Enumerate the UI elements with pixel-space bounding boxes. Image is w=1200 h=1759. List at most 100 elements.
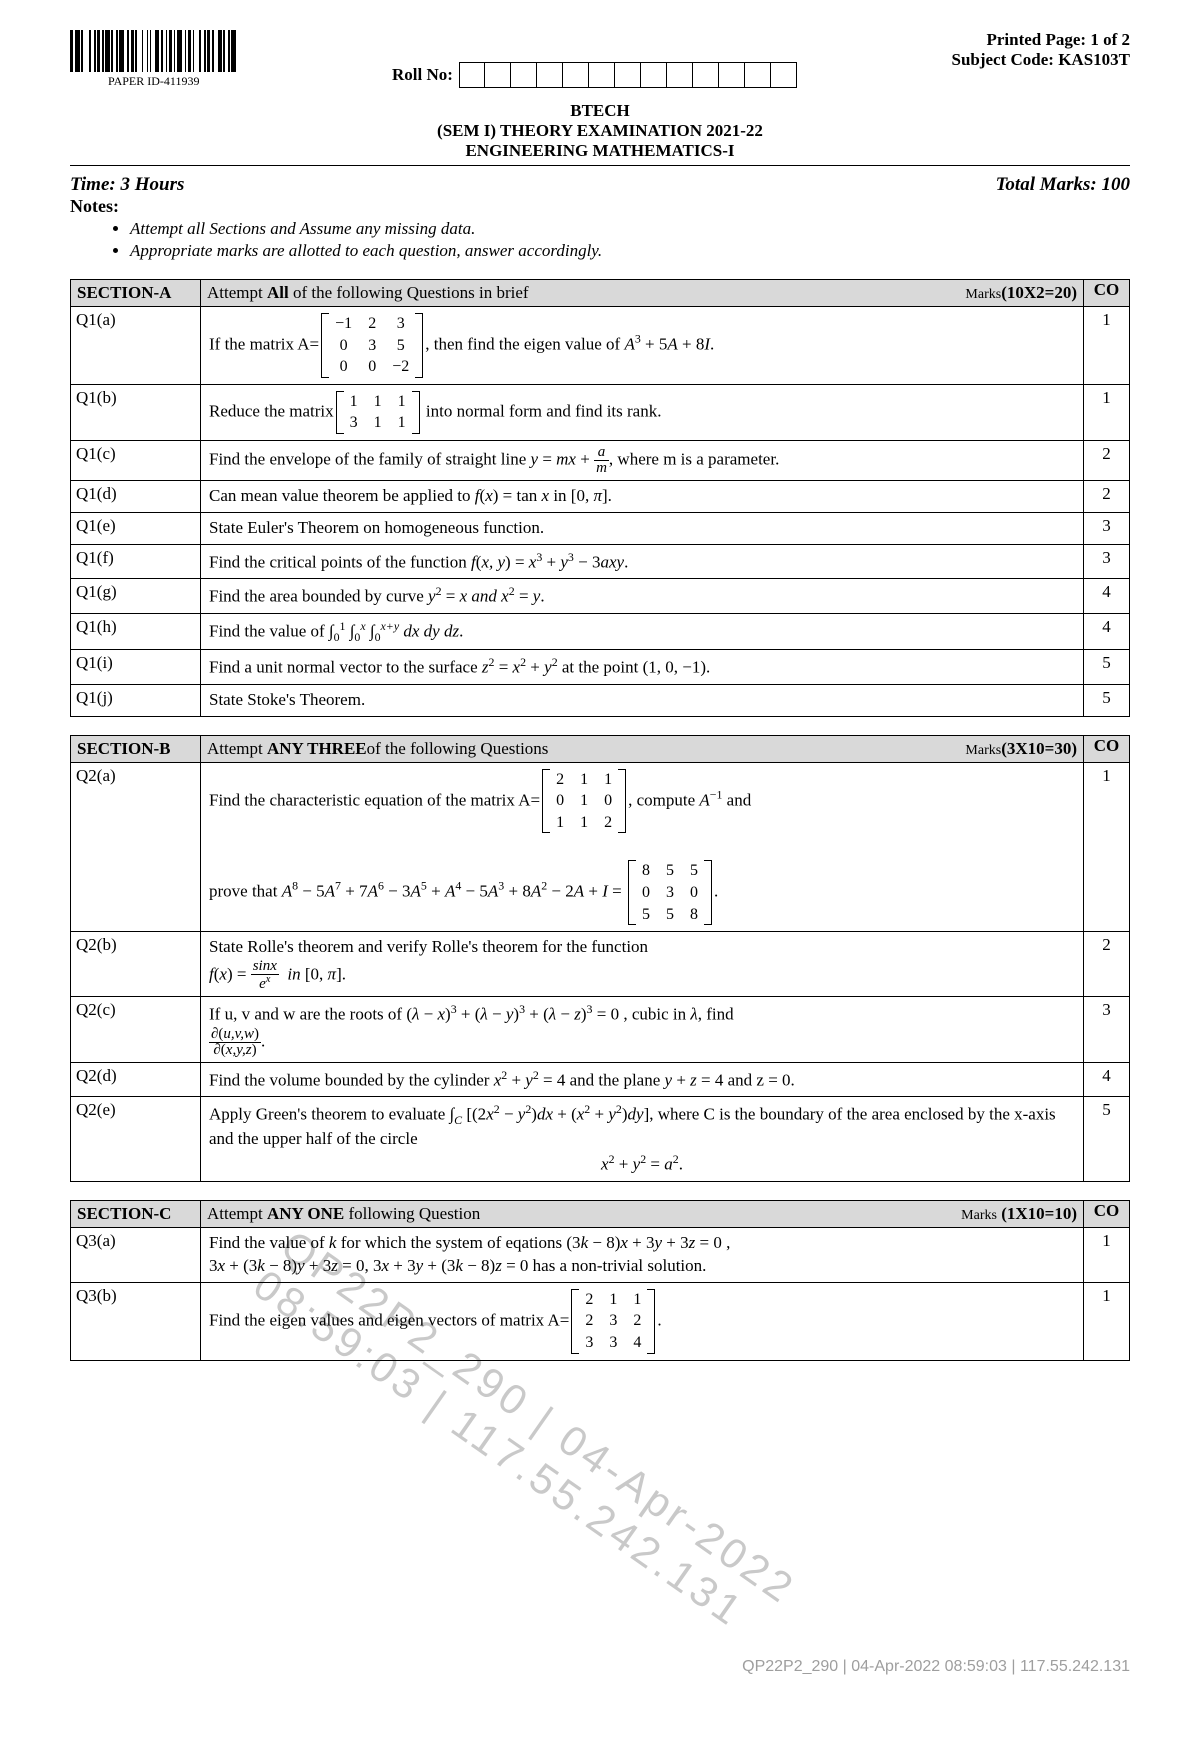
question-row: Q2(b)State Rolle's theorem and verify Ro… [71,932,1130,997]
question-number: Q1(h) [71,614,201,650]
rollno-box[interactable] [771,62,797,88]
question-co: 3 [1084,512,1130,544]
section-b-head-row: SECTION-B Attempt ANY THREEof the follow… [71,735,1130,762]
question-text: Find the volume bounded by the cylinder … [201,1062,1084,1097]
sec-b-prefix: Attempt [207,739,267,758]
question-row: Q3(b)Find the eigen values and eigen vec… [71,1282,1130,1360]
rollno-box[interactable] [641,62,667,88]
time-marks: Time: 3 Hours Total Marks: 100 [70,174,1130,196]
note-item: Attempt all Sections and Assume any miss… [130,219,1130,239]
question-co: 5 [1084,1097,1130,1182]
footer-stamp: QP22P2_290 | 04-Apr-2022 08:59:03 | 117.… [742,1658,1130,1676]
question-co: 4 [1084,614,1130,650]
rollno-box[interactable] [459,62,485,88]
question-text: Reduce the matrix111311 into normal form… [201,384,1084,440]
title-line2: (SEM I) THEORY EXAMINATION 2021-22 [70,121,1130,141]
sec-a-prefix: Attempt [207,283,267,302]
rollno-label: Roll No: [392,65,453,85]
section-a-table: SECTION-A Attempt All of the following Q… [70,279,1130,717]
title-rule [70,165,1130,166]
section-c-table: SECTION-C Attempt ANY ONE following Ques… [70,1200,1130,1361]
question-number: Q1(j) [71,684,201,716]
rollno-box[interactable] [719,62,745,88]
section-b-desc: Attempt ANY THREEof the following Questi… [201,735,1084,762]
question-co: 1 [1084,1227,1130,1282]
rollno-box[interactable] [563,62,589,88]
question-co: 1 [1084,762,1130,932]
note-item: Appropriate marks are allotted to each q… [130,241,1130,261]
question-text: Find the characteristic equation of the … [201,762,1084,932]
question-number: Q1(i) [71,650,201,685]
question-text: Can mean value theorem be applied to f(x… [201,480,1084,512]
question-row: Q2(a)Find the characteristic equation of… [71,762,1130,932]
question-number: Q1(d) [71,480,201,512]
sec-c-prefix: Attempt [207,1204,267,1223]
rollno-box[interactable] [537,62,563,88]
sec-c-bold: ANY ONE [267,1204,344,1223]
rollno-box[interactable] [745,62,771,88]
sec-a-marks-text: Marks [965,287,1001,302]
question-co: 3 [1084,997,1130,1063]
printed-page: Printed Page: 1 of 2 [951,30,1130,50]
question-number: Q2(d) [71,1062,201,1097]
sec-a-bold: All [267,283,289,302]
sec-c-marks-value: (1X10=10) [1001,1204,1077,1223]
question-number: Q2(b) [71,932,201,997]
question-text: Find the area bounded by curve y2 = x an… [201,579,1084,614]
question-text: Apply Green's theorem to evaluate ∫C [(2… [201,1097,1084,1182]
question-co: 3 [1084,544,1130,579]
question-row: Q1(e)State Euler's Theorem on homogeneou… [71,512,1130,544]
rollno-box[interactable] [667,62,693,88]
section-b-co-head: CO [1084,735,1130,762]
paper-id: PAPER ID-411939 [108,74,199,89]
subject-code: Subject Code: KAS103T [951,50,1130,70]
question-co: 1 [1084,1282,1130,1360]
sec-a-marks-value: (10X2=20) [1001,283,1077,302]
question-text: State Stoke's Theorem. [201,684,1084,716]
question-row: Q2(c)If u, v and w are the roots of (λ −… [71,997,1130,1063]
sec-c-suffix: following Question [344,1204,480,1223]
sec-b-marks-value: (3X10=30) [1001,739,1077,758]
section-b-table: SECTION-B Attempt ANY THREEof the follow… [70,735,1130,1182]
section-c-head-row: SECTION-C Attempt ANY ONE following Ques… [71,1200,1130,1227]
sec-b-suffix: of the following Questions [367,739,549,758]
section-c-co-head: CO [1084,1200,1130,1227]
rollno-boxes [459,62,797,88]
rollno-box[interactable] [615,62,641,88]
rollno-box[interactable] [693,62,719,88]
question-text: Find the value of ∫01 ∫0x ∫0x+y dx dy dz… [201,614,1084,650]
question-number: Q1(c) [71,440,201,480]
sec-c-marks-text: Marks [961,1208,997,1223]
rollno-box[interactable] [589,62,615,88]
question-row: Q1(g)Find the area bounded by curve y2 =… [71,579,1130,614]
question-co: 1 [1084,307,1130,385]
sec-b-marks-text: Marks [965,743,1001,758]
question-number: Q1(f) [71,544,201,579]
section-b-label: SECTION-B [71,735,201,762]
question-text: State Rolle's theorem and verify Rolle's… [201,932,1084,997]
barcode-block: PAPER ID-411939 [70,30,238,89]
question-row: Q2(e)Apply Green's theorem to evaluate ∫… [71,1097,1130,1182]
title-line1: BTECH [70,101,1130,121]
title-line3: ENGINEERING MATHEMATICS-I [70,141,1130,161]
question-text: If u, v and w are the roots of (λ − x)3 … [201,997,1084,1063]
question-number: Q1(a) [71,307,201,385]
rollno-box[interactable] [485,62,511,88]
sec-b-bold: ANY THREE [267,739,367,758]
section-c-desc: Attempt ANY ONE following Question Marks… [201,1200,1084,1227]
question-row: Q1(c)Find the envelope of the family of … [71,440,1130,480]
question-text: If the matrix A=−12303500−2, then find t… [201,307,1084,385]
question-number: Q2(a) [71,762,201,932]
time-label: Time: 3 Hours [70,174,184,196]
question-number: Q3(b) [71,1282,201,1360]
question-row: Q2(d)Find the volume bounded by the cyli… [71,1062,1130,1097]
question-row: Q1(h)Find the value of ∫01 ∫0x ∫0x+y dx … [71,614,1130,650]
question-row: Q3(a)Find the value of k for which the s… [71,1227,1130,1282]
rollno-box[interactable] [511,62,537,88]
rollno-row: Roll No: [238,62,952,88]
question-row: Q1(a)If the matrix A=−12303500−2, then f… [71,307,1130,385]
question-row: Q1(i)Find a unit normal vector to the su… [71,650,1130,685]
question-text: Find the envelope of the family of strai… [201,440,1084,480]
question-co: 1 [1084,384,1130,440]
section-c-label: SECTION-C [71,1200,201,1227]
